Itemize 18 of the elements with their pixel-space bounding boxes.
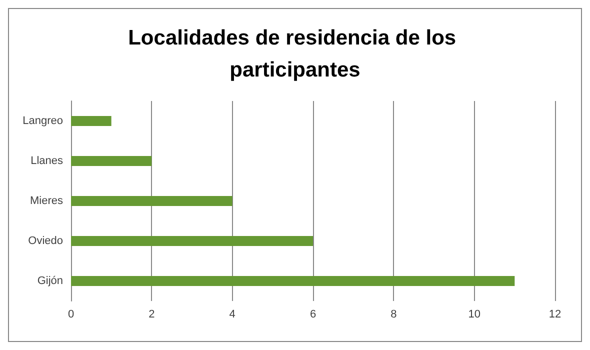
- bar: [71, 116, 112, 126]
- chart-title: Localidades de residencia de los participantes: [128, 26, 462, 82]
- bar: [71, 196, 232, 206]
- x-tick-label: 4: [229, 308, 236, 320]
- bar: [71, 236, 313, 246]
- bar: [71, 276, 515, 286]
- y-tick-label: Oviedo: [28, 235, 63, 247]
- x-tick-label: 6: [310, 308, 316, 320]
- bar: [71, 156, 152, 166]
- x-tick-label: 0: [68, 308, 74, 320]
- x-tick-label: 10: [468, 308, 480, 320]
- y-tick-label: Langreo: [22, 115, 63, 127]
- y-tick-label: Mieres: [30, 195, 64, 207]
- x-tick-label: 2: [148, 308, 155, 320]
- x-tick-label: 8: [390, 308, 397, 320]
- x-tick-label: 12: [548, 308, 562, 320]
- y-tick-label: Llanes: [30, 155, 64, 167]
- y-tick-label: Gijón: [37, 275, 63, 287]
